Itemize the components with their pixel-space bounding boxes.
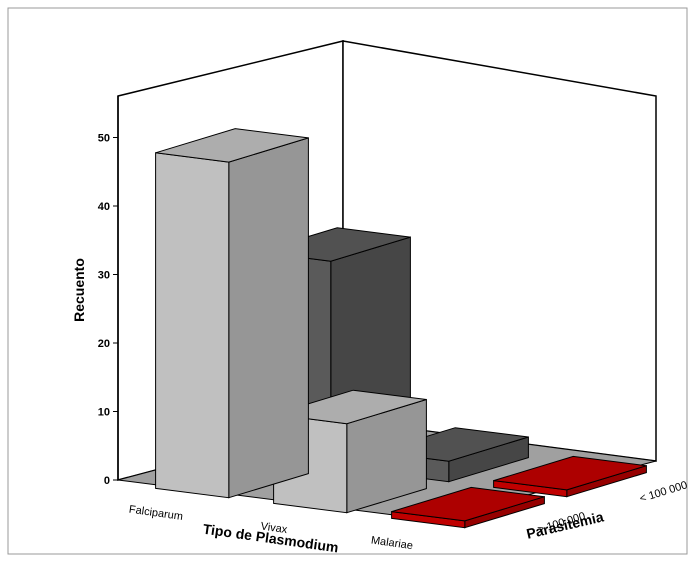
bar-malariae-gt-100000 <box>391 486 545 529</box>
bar-top <box>391 486 545 522</box>
x-tick-label: Falciparum <box>128 504 184 523</box>
y-tick-label: 10 <box>98 407 110 419</box>
bar-falciparum-gt-100000 <box>155 128 309 499</box>
y-axis-title: Recuento <box>71 258 87 322</box>
x-tick-label: Vivax <box>260 520 289 536</box>
y-tick-label: 0 <box>104 475 110 487</box>
bar-top <box>493 455 647 491</box>
bar-front <box>155 152 230 499</box>
bar-top <box>273 389 427 425</box>
y-tick-label: 20 <box>98 338 110 350</box>
bars <box>155 128 647 529</box>
z-axis-title: Parasitemia <box>525 508 605 541</box>
x-tick-label: Malariae <box>370 534 413 552</box>
y-axis: 0 10 20 30 40 50 <box>98 96 119 487</box>
y-tick-label: 30 <box>98 270 110 282</box>
bar-top <box>155 128 309 163</box>
y-tick-label: 50 <box>98 133 110 145</box>
bar-malariae-lt-100000 <box>493 455 647 498</box>
bar-side <box>228 137 309 499</box>
z-tick-label: < 100 000 <box>638 479 689 505</box>
y-tick-label: 40 <box>98 201 110 213</box>
